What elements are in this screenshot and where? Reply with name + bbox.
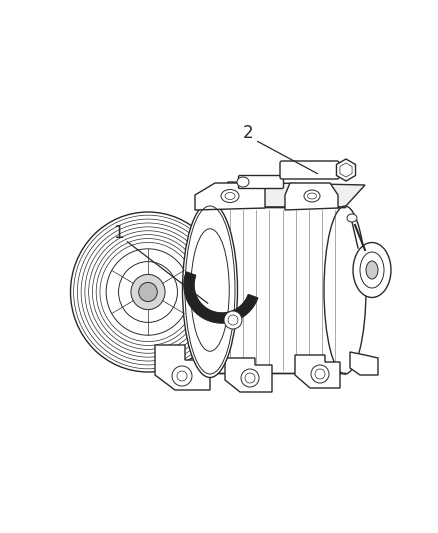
Text: 2: 2 [243, 124, 253, 142]
Ellipse shape [183, 203, 237, 377]
Circle shape [172, 366, 192, 386]
Polygon shape [225, 358, 272, 392]
Ellipse shape [353, 243, 391, 297]
Polygon shape [350, 352, 378, 375]
Polygon shape [195, 183, 265, 210]
Polygon shape [285, 183, 338, 210]
Circle shape [224, 311, 242, 329]
Ellipse shape [347, 214, 357, 222]
Polygon shape [184, 272, 258, 323]
Ellipse shape [304, 190, 320, 202]
Polygon shape [210, 207, 345, 373]
Polygon shape [210, 182, 365, 207]
Ellipse shape [71, 212, 226, 372]
Circle shape [311, 365, 329, 383]
Polygon shape [295, 355, 340, 388]
Polygon shape [155, 345, 210, 390]
Ellipse shape [221, 190, 239, 203]
Polygon shape [336, 159, 356, 181]
Circle shape [241, 369, 259, 387]
Ellipse shape [139, 282, 157, 302]
Ellipse shape [237, 177, 249, 187]
FancyBboxPatch shape [239, 175, 283, 189]
FancyBboxPatch shape [280, 161, 339, 179]
Ellipse shape [106, 249, 190, 335]
Ellipse shape [131, 274, 165, 310]
Text: 1: 1 [113, 224, 124, 242]
Ellipse shape [119, 262, 177, 322]
Ellipse shape [324, 206, 366, 374]
Ellipse shape [366, 261, 378, 279]
